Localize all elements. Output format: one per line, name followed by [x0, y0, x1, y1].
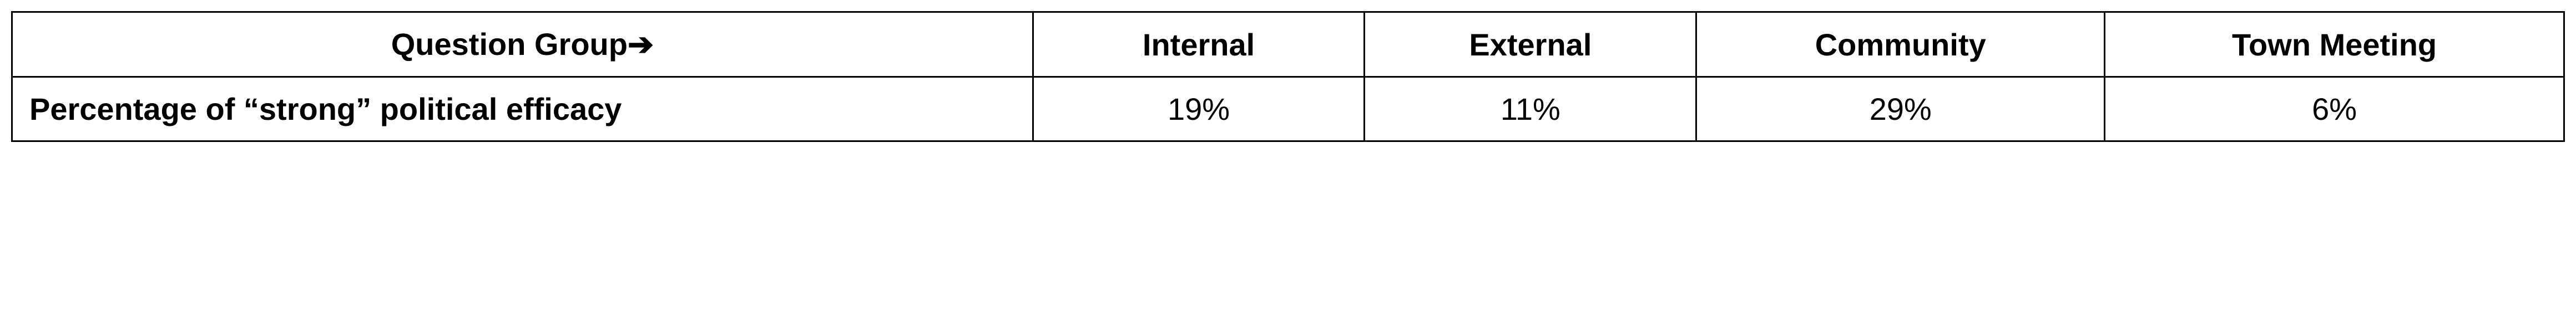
- cell-internal: 19%: [1033, 77, 1365, 141]
- cell-external: 11%: [1365, 77, 1696, 141]
- column-header-internal: Internal: [1033, 12, 1365, 77]
- column-header-community: Community: [1696, 12, 2105, 77]
- arrow-right-icon: ➔: [628, 27, 654, 62]
- political-efficacy-table: Question Group➔ Internal External Commun…: [11, 11, 2565, 142]
- cell-community: 29%: [1696, 77, 2105, 141]
- table-row: Percentage of “strong” political efficac…: [12, 77, 2564, 141]
- row-label-efficacy: Percentage of “strong” political efficac…: [12, 77, 1033, 141]
- header-label-question-group: Question Group: [391, 27, 628, 62]
- column-header-external: External: [1365, 12, 1696, 77]
- column-header-question-group: Question Group➔: [12, 12, 1033, 77]
- cell-town-meeting: 6%: [2105, 77, 2564, 141]
- table-header-row: Question Group➔ Internal External Commun…: [12, 12, 2564, 77]
- column-header-town-meeting: Town Meeting: [2105, 12, 2564, 77]
